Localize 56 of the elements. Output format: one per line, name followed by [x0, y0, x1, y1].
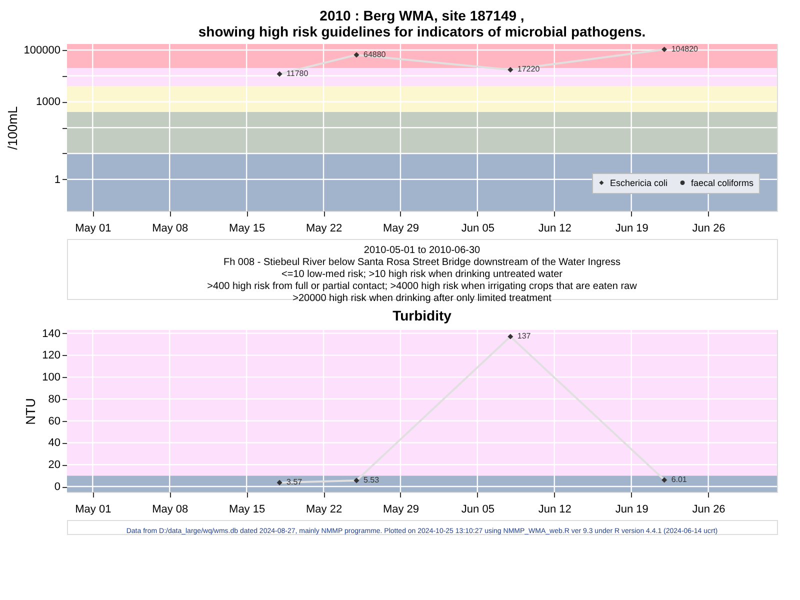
text: 2010-05-01 to 2010-06-30 [364, 245, 481, 256]
y-tick-label: 120 [42, 350, 60, 362]
y-tick-label: 100000 [24, 44, 60, 56]
x-tick-label: May 01 [75, 222, 112, 234]
point [276, 480, 282, 486]
data-label: 64880 [363, 50, 386, 59]
x-tick-label: May 01 [75, 504, 112, 516]
point [354, 478, 360, 484]
x-tick-label: May 29 [382, 504, 420, 516]
data-label: 5.53 [363, 475, 380, 484]
x-tick-label: Jun 19 [615, 504, 648, 516]
x-tick-label: Jun 05 [461, 504, 494, 516]
x-tick-label: Jun 26 [692, 222, 726, 234]
y-tick-label: 20 [48, 459, 60, 472]
y-tick-label: 1 [54, 174, 60, 186]
point [276, 71, 282, 77]
x-tick-label: May 15 [229, 504, 266, 516]
y-tick-label: 0 [54, 481, 60, 494]
text: >20000 high risk when drinking after only limited treatment [292, 293, 552, 304]
point [508, 67, 514, 72]
data-label: 6.01 [671, 474, 688, 484]
point [662, 46, 668, 52]
data-label: 11780 [286, 69, 309, 78]
y-tick-label: 60 [48, 415, 60, 428]
y-tick-label: 140 [42, 328, 60, 340]
data-label: 3.57 [286, 478, 303, 487]
x-tick-label: May 08 [152, 504, 188, 516]
point [662, 477, 668, 483]
text: <=10 low-med risk; >10 high risk when drinking untreated water [282, 269, 564, 280]
chart-title: 2010 : Berg WMA, site 187149 , showing high risk guidelines for indicators of microbial pathogens. [198, 7, 646, 40]
x-tick-label: May 22 [306, 504, 342, 516]
x-tick-label: Jun 12 [538, 504, 572, 516]
legend-label: Eschericia coli [610, 178, 668, 188]
data-label: 17220 [517, 64, 540, 74]
y-tick-label: 80 [48, 393, 60, 406]
x-tick-label: May 15 [229, 222, 266, 234]
x-tick-label: May 29 [382, 222, 420, 234]
data-label: 137 [517, 332, 532, 341]
y-axis-title: NTU [23, 398, 38, 425]
text: >400 high risk from full or partial contact; >4000 high risk when irrigating crops that are eaten raw [207, 281, 638, 292]
y-tick-label: 100 [42, 372, 60, 384]
x-tick-label: Jun 05 [461, 222, 494, 234]
text: Fh 008 - Stiebeul River below Santa Rosa Street Bridge downstream of the Water Ingress [223, 257, 621, 268]
point [354, 52, 360, 58]
x-tick-label: Jun 26 [692, 504, 726, 516]
data-label: 104820 [671, 44, 699, 54]
point [508, 334, 514, 340]
y-axis-title: /100mL [4, 106, 20, 150]
y-tick-label: 40 [48, 437, 60, 450]
legend-label: faecal coliforms [691, 178, 754, 188]
x-tick-label: Jun 19 [615, 222, 648, 234]
chart-title: Turbidity [392, 307, 452, 324]
x-tick-label: May 22 [306, 222, 342, 234]
x-tick-label: Jun 12 [538, 222, 572, 234]
y-tick-label: 1000 [36, 96, 60, 108]
x-tick-label: May 08 [152, 222, 188, 234]
